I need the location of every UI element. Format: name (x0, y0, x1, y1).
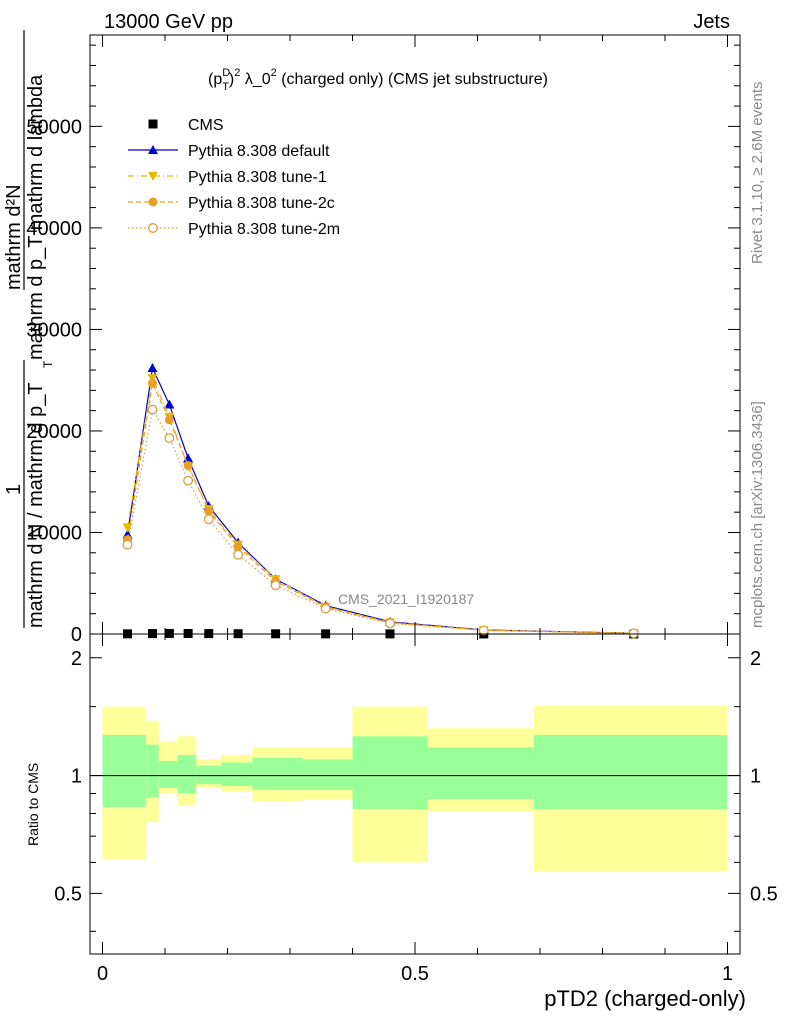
ratio-band-inner-1 (146, 744, 159, 798)
rivet-version-label: Rivet 3.1.10, ≥ 2.6M events (749, 82, 766, 265)
y-label-second-denominator: mathrm d p_T mathrm d lambda (25, 74, 47, 360)
ratio-band-inner-4 (196, 765, 222, 785)
y-label-fraction-denominator: mathrm d N / mathrm d p_T (25, 382, 47, 628)
title-part-a: (p (208, 71, 222, 88)
analysis-watermark: CMS_2021_I1920187 (338, 591, 474, 607)
legend-label-4: Pythia 8.308 tune-2m (188, 221, 340, 238)
ratio-tick-label-right-0: 0.5 (750, 883, 778, 905)
series-4-point-2 (164, 433, 175, 444)
series-2-point-1 (147, 374, 158, 384)
series-4-point-8 (385, 618, 395, 629)
series-0-point-2 (164, 628, 174, 638)
series-4-point-1 (147, 404, 158, 415)
series-1-point-1 (147, 363, 158, 373)
y-tick-label-1: 10000 (26, 522, 82, 544)
y-tick-label-4: 40000 (26, 218, 82, 240)
legend-label-0: CMS (188, 117, 224, 134)
ratio-y-axis-label: Ratio to CMS (25, 763, 41, 846)
header-category-label: Jets (693, 11, 730, 33)
ratio-band-inner-9 (427, 747, 534, 800)
title-part-d: (charged only) (CMS jet substructure) (277, 71, 548, 88)
ratio-tick-label-right-2: 2 (750, 648, 761, 670)
legend: CMS Pythia 8.308 default Pythia 8.308 tune… (128, 117, 340, 238)
x-axis-label: pTD2 (charged-only) (544, 986, 746, 1011)
legend-label-1: Pythia 8.308 default (188, 143, 330, 160)
legend-marker-1 (148, 145, 158, 154)
title-sup-2b: 2 (271, 67, 277, 79)
ratio-band-inner-10 (533, 734, 728, 810)
series-4-point-3 (183, 475, 194, 486)
y-label-subscript-t: T (41, 360, 55, 368)
series-0-point-3 (183, 628, 193, 638)
y-tick-label-2: 20000 (26, 421, 82, 443)
mcplots-label: mcplots.cern.ch [arXiv:1306.3436] (749, 401, 766, 628)
legend-marker-3 (148, 197, 158, 207)
ratio-bands (90, 705, 740, 872)
ratio-band-inner-7 (302, 759, 353, 790)
x-tick-label-0: 0 (97, 963, 108, 985)
ratio-band-inner-5 (221, 762, 253, 787)
legend-marker-4 (148, 223, 158, 233)
series-4-point-7 (320, 603, 331, 614)
chart-title: (pD T)2 λ_02 (charged only) (CMS jet subs… (208, 67, 548, 93)
ratio-plot-frame (89, 633, 741, 955)
series-4-point-10 (628, 628, 639, 639)
svg-text:(pDT)2 λ_02 (charged only) (CM: (pD T)2 λ_02 (charged only) (CMS jet subs… (208, 67, 548, 93)
title-sup-2: 2 (234, 67, 240, 79)
y-label-second-numerator: mathrm d²N (3, 184, 25, 290)
legend-label-3: Pythia 8.308 tune-2c (188, 195, 335, 212)
ratio-band-inner-2 (158, 760, 178, 788)
y-axis-label: 1 mathrm d N / mathrm d p_T mathrm d²N m… (3, 30, 55, 628)
legend-marker-0 (148, 119, 158, 129)
series-3-point-5 (233, 542, 243, 552)
series-2-point-0 (122, 523, 133, 533)
series-3-point-3 (183, 460, 193, 470)
y-tick-label-0: 0 (71, 624, 82, 646)
series-3-point-1 (148, 378, 157, 388)
title-part-c: λ_0 (240, 71, 270, 88)
ratio-tick-label-right-1: 1 (750, 766, 761, 788)
ratio-tick-label-left-1: 1 (71, 766, 82, 788)
legend-label-2: Pythia 8.308 tune-1 (188, 169, 327, 186)
title-part-b: ) (229, 71, 234, 88)
series-4-point-9 (478, 625, 489, 636)
y-tick-label-5: 50000 (26, 116, 82, 138)
ticks-layer: 0 10000 20000 30000 40000 50000 0 0.5 1 0.5 0.5 1 1 2… (26, 35, 778, 985)
x-tick-label-2: 1 (722, 963, 733, 985)
series-3-point-4 (204, 506, 214, 516)
title-sub-t: T (222, 81, 229, 93)
series-4-point-5 (233, 549, 244, 560)
ratio-band-inner-6 (252, 757, 303, 790)
series-4-point-4 (203, 514, 214, 525)
series-4-point-0 (122, 539, 133, 550)
series-4-point-6 (270, 580, 281, 591)
title-sup-d: D (222, 67, 230, 79)
ratio-band-inner-8 (352, 736, 428, 810)
ratio-tick-label-left-0: 0.5 (54, 883, 82, 905)
ratio-band-inner-0 (102, 734, 147, 808)
ratio-tick-label-left-2: 2 (71, 648, 82, 670)
ratio-band-inner-3 (177, 754, 197, 794)
y-label-fraction-numerator: 1 (3, 484, 25, 495)
y-tick-label-3: 30000 (26, 319, 82, 341)
series-1-point-2 (164, 399, 175, 409)
header-energy-label: 13000 GeV pp (104, 11, 233, 33)
x-tick-label-1: 0.5 (401, 963, 429, 985)
legend-marker-2 (148, 172, 158, 181)
series-3-point-2 (164, 415, 174, 425)
